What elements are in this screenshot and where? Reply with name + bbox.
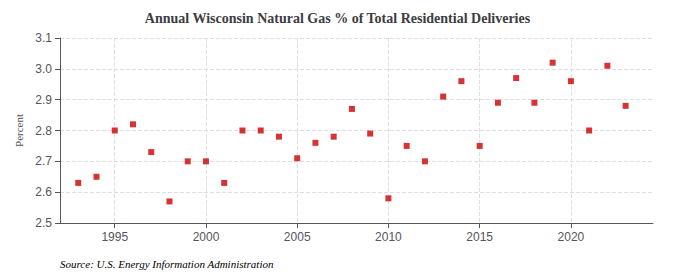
svg-text:3.0: 3.0 bbox=[35, 62, 52, 76]
svg-text:Percent: Percent bbox=[13, 114, 25, 147]
svg-text:1995: 1995 bbox=[101, 230, 128, 244]
svg-text:2005: 2005 bbox=[284, 230, 311, 244]
svg-text:2010: 2010 bbox=[375, 230, 402, 244]
svg-text:2.5: 2.5 bbox=[35, 216, 52, 230]
svg-text:2.7: 2.7 bbox=[35, 154, 52, 168]
svg-text:2015: 2015 bbox=[466, 230, 493, 244]
svg-text:Annual Wisconsin Natural Gas %: Annual Wisconsin Natural Gas % of Total … bbox=[145, 11, 531, 26]
svg-text:2.8: 2.8 bbox=[35, 124, 52, 138]
svg-text:2020: 2020 bbox=[558, 230, 585, 244]
svg-text:Source: U.S. Energy Informatio: Source: U.S. Energy Information Administ… bbox=[60, 258, 274, 270]
svg-text:2.9: 2.9 bbox=[35, 93, 52, 107]
svg-text:2.6: 2.6 bbox=[35, 185, 52, 199]
svg-text:3.1: 3.1 bbox=[35, 31, 52, 45]
svg-text:2000: 2000 bbox=[193, 230, 220, 244]
